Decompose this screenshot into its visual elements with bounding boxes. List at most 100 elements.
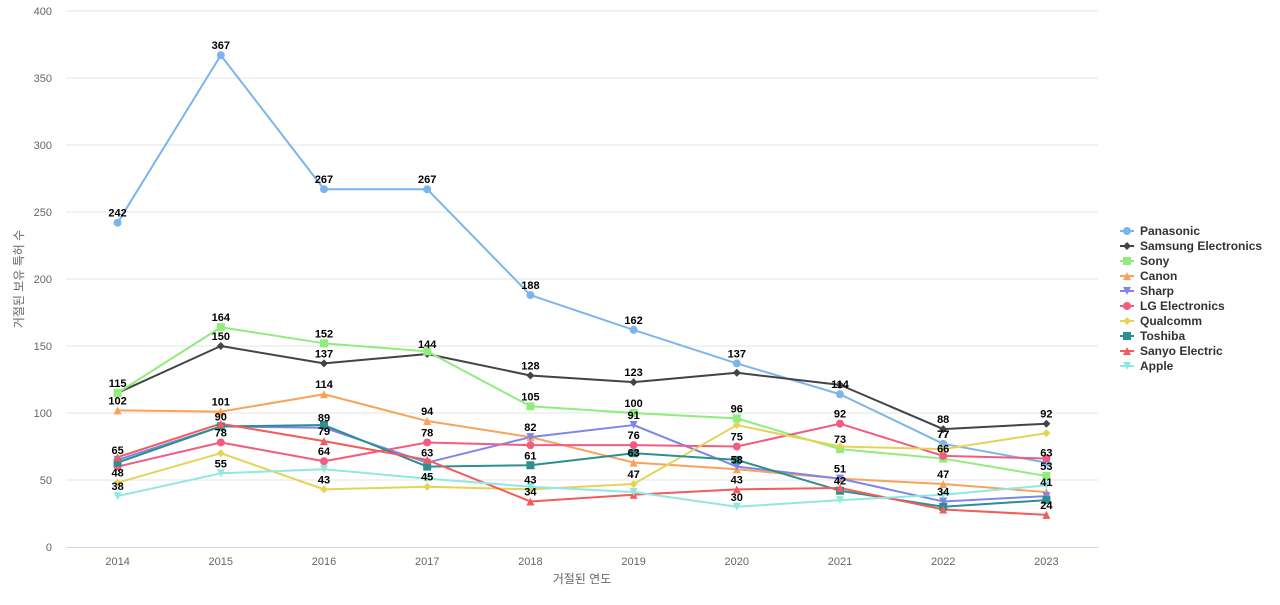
data-label-sharp-2018: 82 bbox=[524, 422, 536, 434]
data-label-lg-electronics-2016: 64 bbox=[318, 446, 331, 458]
point-sharp-2022 bbox=[939, 497, 948, 506]
series-markers bbox=[113, 51, 1051, 519]
point-canon-2016 bbox=[320, 390, 328, 399]
data-label-sharp-2019: 91 bbox=[627, 410, 639, 422]
data-label-toshiba-2018: 61 bbox=[524, 450, 536, 462]
data-label-canon-2015: 101 bbox=[212, 397, 230, 409]
data-label-canon-2020: 43 bbox=[731, 474, 743, 486]
legend-item-lg-electronics: LG Electronics bbox=[1120, 299, 1225, 313]
point-sharp-2018 bbox=[526, 433, 535, 442]
point-panasonic-2017 bbox=[423, 185, 432, 194]
point-apple-2014 bbox=[113, 492, 122, 501]
point-panasonic-2022 bbox=[939, 439, 948, 448]
point-toshiba-2016 bbox=[320, 421, 328, 430]
point-lg-electronics-2015 bbox=[216, 438, 225, 447]
legend-marker-lg-electronics bbox=[1123, 302, 1131, 310]
point-qualcomm-2015 bbox=[216, 449, 225, 458]
point-toshiba-2014 bbox=[113, 458, 122, 467]
data-label-samsung-electronics-2018: 128 bbox=[521, 360, 539, 372]
point-canon-2019 bbox=[629, 458, 638, 467]
point-apple-2016 bbox=[320, 465, 328, 474]
legend-item-toshiba: Toshiba bbox=[1120, 329, 1185, 343]
data-label-apple-2014: 38 bbox=[111, 481, 123, 493]
point-sanyo-electric-2015 bbox=[216, 419, 225, 428]
legend-marker-panasonic bbox=[1123, 227, 1131, 235]
legend-label-canon: Canon bbox=[1140, 269, 1177, 283]
point-sanyo-electric-2016 bbox=[320, 437, 328, 446]
data-label-sony-2021: 73 bbox=[834, 434, 846, 446]
data-label-sanyo-electric-2018: 34 bbox=[524, 486, 537, 498]
legend-marker-qualcomm bbox=[1123, 317, 1131, 325]
data-label-sharp-2016: 89 bbox=[318, 413, 330, 425]
y-tick-label-50: 50 bbox=[40, 475, 52, 487]
y-tick-label-0: 0 bbox=[46, 542, 52, 554]
point-apple-2021 bbox=[836, 496, 844, 505]
legend-item-apple: Apple bbox=[1120, 359, 1174, 373]
data-label-lg-electronics-2019: 76 bbox=[627, 430, 639, 442]
point-qualcomm-2016 bbox=[320, 485, 328, 494]
point-lg-electronics-2017 bbox=[423, 438, 432, 447]
x-tick-label-2021: 2021 bbox=[828, 556, 852, 568]
point-apple-2015 bbox=[216, 469, 225, 478]
series-line-samsung-electronics bbox=[116, 345, 1048, 431]
x-axis-ticks: 2014 2015 2016 2017 2018 2019 2020 2021 2022 2023 bbox=[105, 556, 1058, 568]
x-tick-label-2022: 2022 bbox=[931, 556, 955, 568]
point-canon-2015 bbox=[216, 407, 225, 416]
legend-marker-toshiba bbox=[1123, 332, 1131, 340]
point-apple-2020 bbox=[732, 502, 741, 511]
point-sanyo-electric-2018 bbox=[526, 497, 535, 506]
point-sony-2023 bbox=[1042, 471, 1051, 480]
point-panasonic-2016 bbox=[320, 185, 328, 194]
legend-item-sony: Sony bbox=[1120, 254, 1170, 268]
y-axis-ticks: 0 50 100 150 200 250 300 350 400 bbox=[34, 6, 52, 554]
point-sanyo-electric-2023 bbox=[1042, 510, 1051, 519]
data-label-lg-electronics-2014: 65 bbox=[111, 445, 123, 457]
point-panasonic-2018 bbox=[526, 291, 535, 300]
legend-label-qualcomm: Qualcomm bbox=[1140, 314, 1202, 328]
y-axis-title: 거절된 보유 특허 수 bbox=[12, 230, 26, 328]
point-sanyo-electric-2022 bbox=[939, 505, 948, 514]
point-samsung-electronics-2021 bbox=[836, 380, 844, 389]
data-label-canon-2019: 47 bbox=[627, 469, 639, 481]
point-lg-electronics-2018 bbox=[526, 441, 535, 450]
x-tick-label-2019: 2019 bbox=[621, 556, 645, 568]
data-label-panasonic-2017: 267 bbox=[418, 174, 436, 186]
point-toshiba-2023 bbox=[1042, 496, 1051, 505]
data-label-qualcomm-2016: 43 bbox=[318, 474, 330, 486]
data-label-panasonic-2018: 188 bbox=[521, 280, 539, 292]
point-apple-2022 bbox=[939, 490, 948, 499]
point-qualcomm-2017 bbox=[423, 482, 432, 491]
data-label-panasonic-2014: 242 bbox=[108, 208, 126, 220]
x-tick-label-2014: 2014 bbox=[105, 556, 129, 568]
point-panasonic-2021 bbox=[836, 390, 844, 399]
point-qualcomm-2023 bbox=[1042, 429, 1051, 438]
y-tick-label-200: 200 bbox=[34, 274, 52, 286]
point-sanyo-electric-2020 bbox=[732, 485, 741, 494]
point-sharp-2019 bbox=[629, 421, 638, 430]
legend-label-lg-electronics: LG Electronics bbox=[1140, 299, 1225, 313]
data-label-canon-2017: 94 bbox=[421, 406, 434, 418]
data-label-toshiba-2016: 79 bbox=[318, 426, 330, 438]
series-line-canon bbox=[116, 393, 1048, 494]
data-label-panasonic-2020: 137 bbox=[728, 348, 746, 360]
data-label-sony-2015: 164 bbox=[212, 312, 231, 324]
legend-item-panasonic: Panasonic bbox=[1120, 224, 1200, 238]
data-label-samsung-electronics-2022: 88 bbox=[937, 414, 949, 426]
x-tick-label-2016: 2016 bbox=[312, 556, 336, 568]
legend-item-canon: Canon bbox=[1120, 269, 1177, 283]
legend-item-sharp: Sharp bbox=[1120, 284, 1174, 298]
point-qualcomm-2014 bbox=[113, 478, 122, 487]
point-sony-2016 bbox=[320, 339, 328, 348]
legend-marker-sharp bbox=[1123, 287, 1131, 295]
point-toshiba-2018 bbox=[526, 461, 535, 470]
legend-marker-canon bbox=[1123, 272, 1131, 280]
data-label-samsung-electronics-2019: 123 bbox=[624, 367, 642, 379]
point-lg-electronics-2019 bbox=[629, 441, 638, 450]
point-sony-2015 bbox=[216, 323, 225, 332]
x-axis-title: 거절된 연도 bbox=[553, 572, 612, 586]
data-label-panasonic-2015: 367 bbox=[212, 40, 230, 52]
point-canon-2022 bbox=[939, 480, 948, 489]
legend-item-sanyo-electric: Sanyo Electric bbox=[1120, 344, 1223, 358]
data-label-lg-electronics-2021: 92 bbox=[834, 409, 846, 421]
